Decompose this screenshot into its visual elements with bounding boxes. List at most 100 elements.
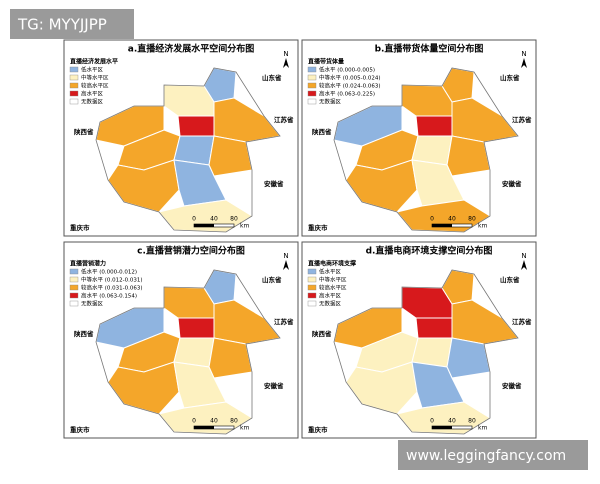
- north-arrow: [521, 58, 527, 68]
- north-arrow: [521, 260, 527, 270]
- legend-title: 直播带货体量: [308, 58, 344, 66]
- legend-swatch: [69, 300, 79, 307]
- panel-title: a.直播经济发展水平空间分布图: [128, 43, 255, 55]
- legend-title: 直播经济发展水平: [70, 58, 118, 66]
- neighbor-label: 陕西省: [312, 127, 332, 136]
- legend-swatch: [69, 284, 79, 291]
- province-outline: [333, 67, 519, 233]
- north-arrow: [283, 58, 289, 68]
- legend-swatch: [69, 90, 79, 97]
- legend-swatch: [307, 82, 317, 89]
- region: [177, 317, 215, 339]
- watermark-box: [398, 440, 588, 470]
- region: [401, 286, 453, 319]
- panel-title: c.直播营销潜力空间分布图: [137, 245, 245, 257]
- region: [177, 115, 215, 137]
- legend-label: 低水平 (0.000-0.005): [319, 66, 375, 74]
- legend-swatch: [307, 268, 317, 275]
- legend-label: 低水平 (0.000-0.012): [81, 268, 137, 276]
- scale-tick: 40: [210, 216, 218, 223]
- region: [163, 286, 215, 319]
- neighbor-label: 陕西省: [74, 329, 94, 338]
- province-outline: [95, 67, 281, 233]
- region: [401, 84, 453, 117]
- legend-label: 无数据区: [81, 98, 104, 106]
- legend-title: 直播营销潜力: [70, 260, 106, 268]
- scale-bar: [432, 224, 452, 227]
- region: [163, 84, 215, 117]
- scale-tick: 80: [468, 418, 476, 425]
- legend-swatch: [69, 276, 79, 283]
- neighbor-label: 江苏省: [512, 115, 532, 124]
- legend-swatch: [307, 98, 317, 105]
- region: [415, 317, 453, 339]
- legend-label: 低水平区: [319, 268, 342, 276]
- scale-unit: km: [240, 223, 249, 230]
- neighbor-label: 陕西省: [312, 329, 332, 338]
- legend-label: 高水平区: [319, 292, 342, 300]
- legend-title: 直播电商环境支撑: [308, 260, 356, 268]
- scale-tick: 0: [430, 418, 434, 425]
- scale-unit: km: [478, 223, 487, 230]
- region: [208, 135, 253, 177]
- legend-label: 无数据区: [319, 300, 342, 308]
- legend-swatch: [69, 98, 79, 105]
- province-outline: [333, 269, 519, 435]
- scale-unit: km: [478, 425, 487, 432]
- legend-label: 中等水平 (0.005-0.024): [319, 74, 381, 82]
- neighbor-label: 江苏省: [512, 317, 532, 326]
- legend-label: 较高水平区: [81, 82, 109, 90]
- legend-label: 低水平区: [81, 66, 104, 74]
- legend-swatch: [307, 292, 317, 299]
- legend-swatch: [307, 66, 317, 73]
- region: [415, 115, 453, 137]
- legend-label: 中等水平区: [319, 276, 347, 284]
- neighbor-label: 江苏省: [274, 317, 294, 326]
- neighbor-label: 陕西省: [74, 127, 94, 136]
- scale-bar: [194, 224, 214, 227]
- legend-label: 较高水平 (0.031-0.063): [81, 284, 143, 292]
- scale-bar: [432, 426, 452, 429]
- panel-title: d.直播电商环境支撑空间分布图: [366, 245, 493, 257]
- north-label: N: [521, 50, 526, 58]
- legend-swatch: [307, 276, 317, 283]
- region: [446, 337, 491, 379]
- neighbor-label: 山东省: [500, 73, 520, 82]
- scale-unit: km: [240, 425, 249, 432]
- neighbor-label: 安徽省: [502, 179, 522, 188]
- north-arrow: [283, 260, 289, 270]
- scale-tick: 40: [210, 418, 218, 425]
- neighbor-label: 山东省: [262, 275, 282, 284]
- scale-tick: 40: [448, 216, 456, 223]
- scale-tick: 40: [448, 418, 456, 425]
- scale-tick: 0: [430, 216, 434, 223]
- north-label: N: [283, 252, 288, 260]
- watermark-bottom: www.leggingfancy.com: [406, 448, 566, 464]
- north-label: N: [283, 50, 288, 58]
- watermark-box: [10, 9, 134, 39]
- legend-swatch: [69, 66, 79, 73]
- panel-title: b.直播带货体量空间分布图: [375, 43, 484, 55]
- scale-tick: 80: [230, 216, 238, 223]
- legend-label: 高水平 (0.063-0.154): [81, 292, 137, 300]
- neighbor-label: 安徽省: [264, 179, 284, 188]
- neighbor-label: 重庆市: [308, 425, 328, 434]
- legend-label: 较高水平 (0.024-0.063): [319, 82, 381, 90]
- legend-label: 中等水平区: [81, 74, 109, 82]
- scale-tick: 0: [192, 418, 196, 425]
- neighbor-label: 山东省: [500, 275, 520, 284]
- legend-label: 高水平区: [81, 90, 104, 98]
- legend-swatch: [69, 74, 79, 81]
- watermark-top: TG: MYYJJPP: [17, 16, 107, 34]
- legend-label: 高水平 (0.063-0.225): [319, 90, 375, 98]
- scale-tick: 80: [468, 216, 476, 223]
- map-panel: d.直播电商环境支撑空间分布图直播电商环境支撑低水平区中等水平区较高水平区高水平…: [301, 241, 537, 439]
- scale-tick: 0: [192, 216, 196, 223]
- neighbor-label: 重庆市: [70, 425, 90, 434]
- neighbor-label: 重庆市: [308, 223, 328, 232]
- legend-label: 较高水平区: [319, 284, 347, 292]
- neighbor-label: 安徽省: [264, 381, 284, 390]
